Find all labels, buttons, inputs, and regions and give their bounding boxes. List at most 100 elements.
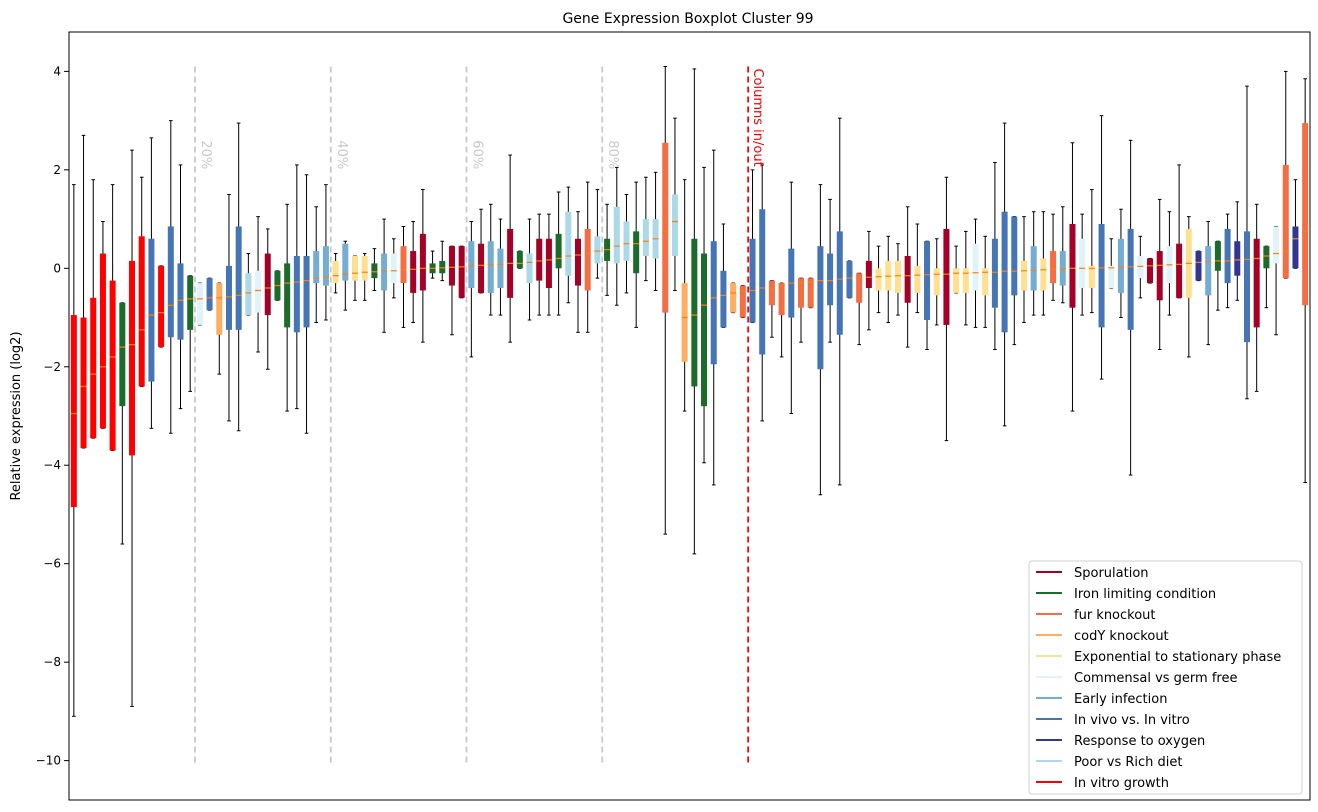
box-iqr: [1243, 231, 1250, 343]
legend-label: fur knockout: [1074, 608, 1156, 623]
box-iqr: [478, 243, 485, 293]
box-52: [574, 211, 582, 333]
percentile-markers: 20% 40% 60% 80%: [194, 66, 620, 766]
box-32: [381, 218, 388, 333]
box-89: [933, 238, 940, 326]
box-60: [652, 171, 659, 291]
box-58: [633, 181, 640, 328]
box-iqr: [264, 253, 271, 316]
box-iqr: [827, 253, 834, 306]
box-iqr: [284, 263, 291, 328]
box-111: [1147, 257, 1154, 284]
box-95: [991, 161, 998, 351]
box-iqr: [129, 260, 136, 456]
box-28: [342, 240, 349, 311]
box-24: [303, 174, 310, 434]
box-iqr: [817, 246, 824, 370]
box-iqr: [982, 268, 989, 296]
box-iqr: [1156, 251, 1163, 301]
box-iqr: [1040, 258, 1047, 291]
box-iqr: [352, 256, 359, 281]
box-iqr: [371, 263, 378, 279]
box-125: [1282, 70, 1289, 279]
box-iqr: [322, 246, 329, 286]
y-tick-label: −10: [36, 754, 61, 768]
box-73: [778, 282, 785, 358]
box-iqr: [448, 246, 455, 286]
box-2: [90, 179, 97, 439]
box-iqr: [293, 256, 300, 333]
box-68: [730, 282, 737, 314]
box-23: [293, 164, 300, 410]
box-iqr: [1282, 164, 1289, 279]
box-iqr: [807, 278, 814, 308]
box-iqr: [526, 253, 533, 284]
box-iqr: [1205, 246, 1212, 296]
box-3: [99, 221, 106, 429]
box-iqr: [914, 265, 921, 293]
box-92: [962, 230, 969, 326]
box-88: [924, 240, 931, 351]
legend-label: Exponential to stationary phase: [1074, 650, 1281, 665]
box-iqr: [1108, 265, 1115, 288]
box-70: [749, 169, 756, 323]
box-36: [419, 189, 426, 343]
box-iqr: [1069, 224, 1076, 308]
box-iqr: [99, 253, 106, 429]
box-50: [555, 191, 562, 316]
box-iqr: [642, 219, 649, 256]
box-iqr: [361, 256, 368, 281]
box-iqr: [70, 315, 77, 508]
legend: Sporulation Iron limiting condition fur kn…: [1028, 560, 1303, 795]
box-51: [565, 186, 572, 304]
box-77: [817, 184, 824, 496]
box-12: [187, 275, 194, 392]
box-106: [1098, 115, 1105, 380]
box-iqr: [1234, 241, 1241, 276]
box-39: [448, 245, 455, 336]
box-19: [255, 216, 262, 353]
box-iqr: [1292, 226, 1299, 269]
box-87: [914, 223, 921, 314]
box-iqr: [856, 273, 863, 303]
box-8: [148, 137, 155, 429]
box-49: [545, 213, 552, 316]
box-iqr: [924, 241, 931, 320]
box-110: [1137, 235, 1144, 299]
box-14: [206, 277, 213, 311]
box-91: [953, 245, 960, 294]
box-iqr: [177, 263, 184, 340]
legend-frame: [1028, 560, 1303, 795]
y-tick-label: −6: [43, 557, 61, 571]
box-33: [390, 238, 397, 299]
box-iqr: [148, 238, 155, 382]
box-6: [129, 149, 136, 707]
box-104: [1079, 213, 1086, 316]
y-tick-label: −4: [43, 458, 61, 472]
box-94: [982, 235, 989, 328]
box-109: [1127, 139, 1134, 476]
box-iqr: [545, 238, 552, 288]
box-iqr: [904, 256, 911, 303]
box-iqr: [167, 226, 174, 338]
box-61: [662, 65, 669, 535]
box-112: [1156, 198, 1163, 351]
box-iqr: [1098, 224, 1105, 328]
box-iqr: [623, 221, 630, 261]
box-iqr: [836, 231, 843, 335]
box-96: [1001, 122, 1008, 427]
box-iqr: [739, 285, 746, 318]
box-iqr: [536, 238, 543, 281]
box-iqr: [584, 228, 591, 291]
box-30: [361, 253, 368, 301]
box-31: [371, 248, 378, 291]
box-iqr: [80, 317, 87, 448]
box-55: [604, 203, 611, 296]
box-41: [468, 221, 475, 358]
y-tick-label: 2: [53, 163, 61, 177]
box-42: [478, 208, 485, 294]
box-99: [1030, 211, 1037, 316]
box-iqr: [119, 302, 126, 407]
box-47: [526, 218, 533, 321]
box-81: [856, 272, 863, 346]
